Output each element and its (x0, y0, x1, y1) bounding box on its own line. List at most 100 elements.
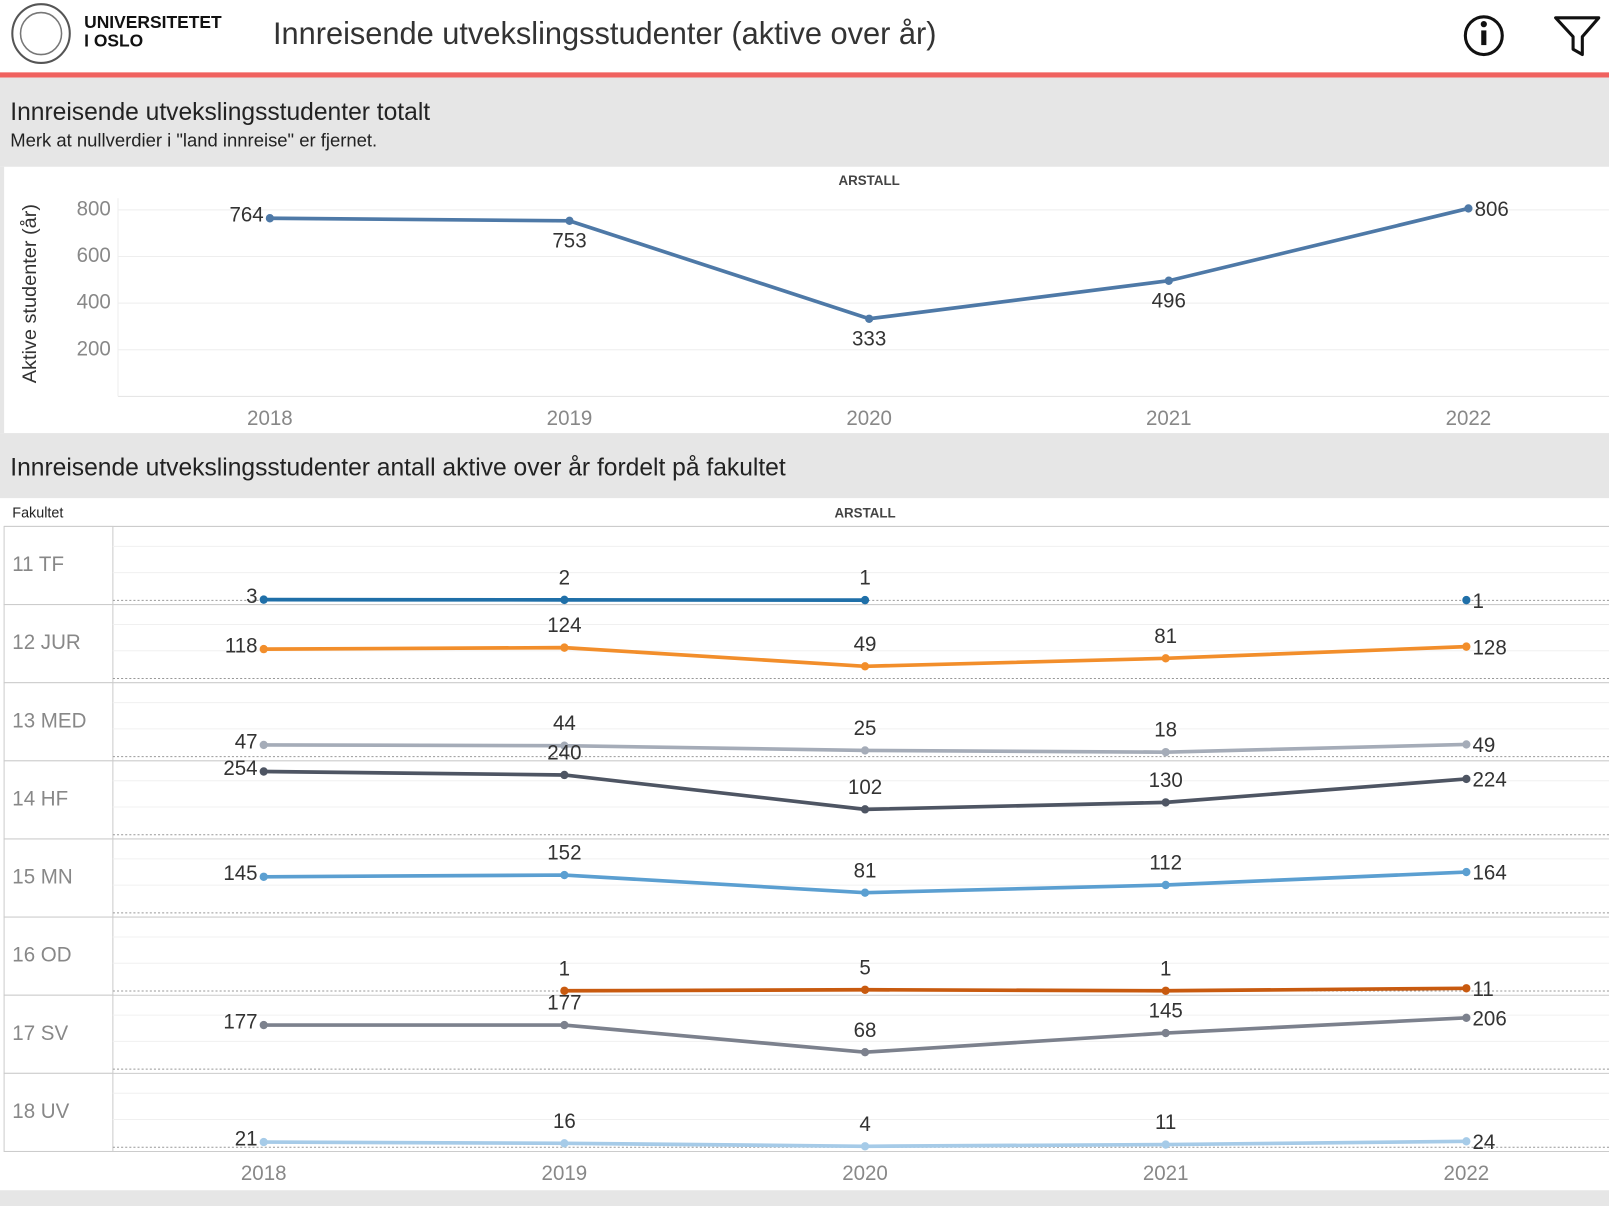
data-point (860, 805, 870, 814)
data-point (259, 1137, 268, 1147)
section-subtitle: Merk at nullverdier i "land innreise" er… (10, 129, 377, 150)
data-point (259, 740, 268, 750)
row-header-cell (3, 760, 114, 840)
data-label: 2 (559, 566, 570, 589)
data-point (865, 314, 874, 323)
data-label: 118 (225, 634, 258, 657)
data-label: 1 (859, 567, 870, 590)
data-label: 5 (859, 956, 870, 979)
page-title: Innreisende utvekslingsstudenter (aktive… (273, 16, 937, 51)
y-tick-label: 600 (77, 244, 111, 267)
info-icon[interactable] (1480, 20, 1487, 28)
y-tick-label: 800 (77, 197, 111, 220)
row-header-cell (3, 916, 114, 996)
data-label: 240 (547, 741, 581, 764)
row-label: 17 SV (12, 1022, 68, 1045)
x-tick-label: 2021 (1146, 407, 1192, 430)
data-point (1161, 880, 1170, 890)
info-icon[interactable] (1463, 15, 1504, 57)
data-point (560, 595, 569, 605)
section-title: Innreisende utvekslingsstudenter antall … (10, 453, 786, 481)
logo-text: UNIVERSITETET (84, 12, 222, 32)
data-point (560, 741, 569, 750)
row-label: 15 MN (12, 865, 72, 888)
x-tick-label: 2020 (842, 1162, 888, 1185)
data-point (1464, 204, 1473, 213)
data-label: 49 (1473, 734, 1496, 757)
data-point (265, 214, 274, 223)
data-label: 333 (852, 327, 886, 350)
section-band (0, 166, 5, 434)
data-point (860, 1142, 870, 1151)
data-label: 128 (1473, 636, 1507, 659)
x-tick-label: 2022 (1446, 407, 1492, 430)
data-label: 11 (1155, 1111, 1176, 1134)
logo-text: I OSLO (84, 30, 143, 50)
data-point (259, 644, 268, 654)
data-point (1161, 1028, 1170, 1038)
data-label: 254 (223, 757, 257, 780)
logo-seal-inner (19, 11, 63, 56)
data-label: 24 (1473, 1131, 1496, 1154)
data-point (860, 746, 870, 755)
data-label: 25 (854, 717, 877, 740)
data-point (560, 986, 569, 995)
data-point (1462, 1137, 1471, 1146)
y-axis-title: Aktive studenter (år) (19, 204, 41, 383)
section-band (0, 433, 1609, 499)
data-label: 102 (848, 776, 882, 799)
data-label: 1 (1160, 957, 1171, 980)
data-point (565, 216, 574, 226)
data-label: 753 (552, 229, 586, 252)
data-point (860, 662, 870, 671)
data-label: 130 (1149, 769, 1183, 792)
row-label: 18 UV (12, 1100, 69, 1123)
data-label: 44 (553, 712, 576, 735)
data-label: 806 (1475, 198, 1509, 221)
row-label: 16 OD (12, 943, 71, 966)
data-point (1462, 774, 1471, 784)
data-label: 1 (559, 957, 570, 980)
data-point (1161, 1140, 1170, 1149)
data-label: 145 (1149, 999, 1183, 1022)
y-tick-label: 200 (77, 337, 111, 360)
x-tick-label: 2019 (547, 407, 593, 430)
data-point (1161, 986, 1170, 995)
data-label: 1 (1473, 590, 1484, 613)
header-rule (0, 72, 1609, 78)
data-point (259, 1020, 268, 1030)
data-point (860, 595, 870, 605)
data-point (1161, 798, 1170, 807)
row-header-cell (3, 1072, 114, 1152)
data-point (1161, 654, 1170, 663)
data-point (560, 870, 569, 880)
data-point (259, 872, 268, 881)
logo-seal (11, 3, 71, 64)
row-header-cell (3, 682, 114, 762)
data-label: 145 (223, 862, 257, 885)
row-label: 12 JUR (12, 631, 80, 654)
data-label: 81 (1154, 625, 1177, 648)
data-label: 4 (859, 1113, 870, 1136)
x-tick-label: 2020 (846, 407, 892, 430)
row-label: 14 HF (12, 787, 68, 810)
data-label: 496 (1152, 289, 1186, 312)
row-label: 13 MED (12, 709, 86, 732)
data-label: 124 (547, 614, 581, 637)
data-label: 81 (854, 859, 877, 882)
data-label: 152 (547, 841, 581, 864)
data-label: 177 (223, 1010, 257, 1033)
row-header-cell (3, 994, 114, 1074)
info-icon[interactable] (1481, 30, 1487, 46)
data-label: 224 (1473, 768, 1507, 791)
data-point (1462, 595, 1471, 605)
data-point (1462, 740, 1471, 749)
data-point (560, 1020, 569, 1030)
row-header-cell (3, 604, 114, 684)
info-button[interactable] (1463, 15, 1504, 57)
data-point (1164, 276, 1173, 285)
row-header-cell (3, 525, 114, 606)
data-point (860, 888, 870, 897)
filter-button[interactable] (1554, 16, 1601, 57)
